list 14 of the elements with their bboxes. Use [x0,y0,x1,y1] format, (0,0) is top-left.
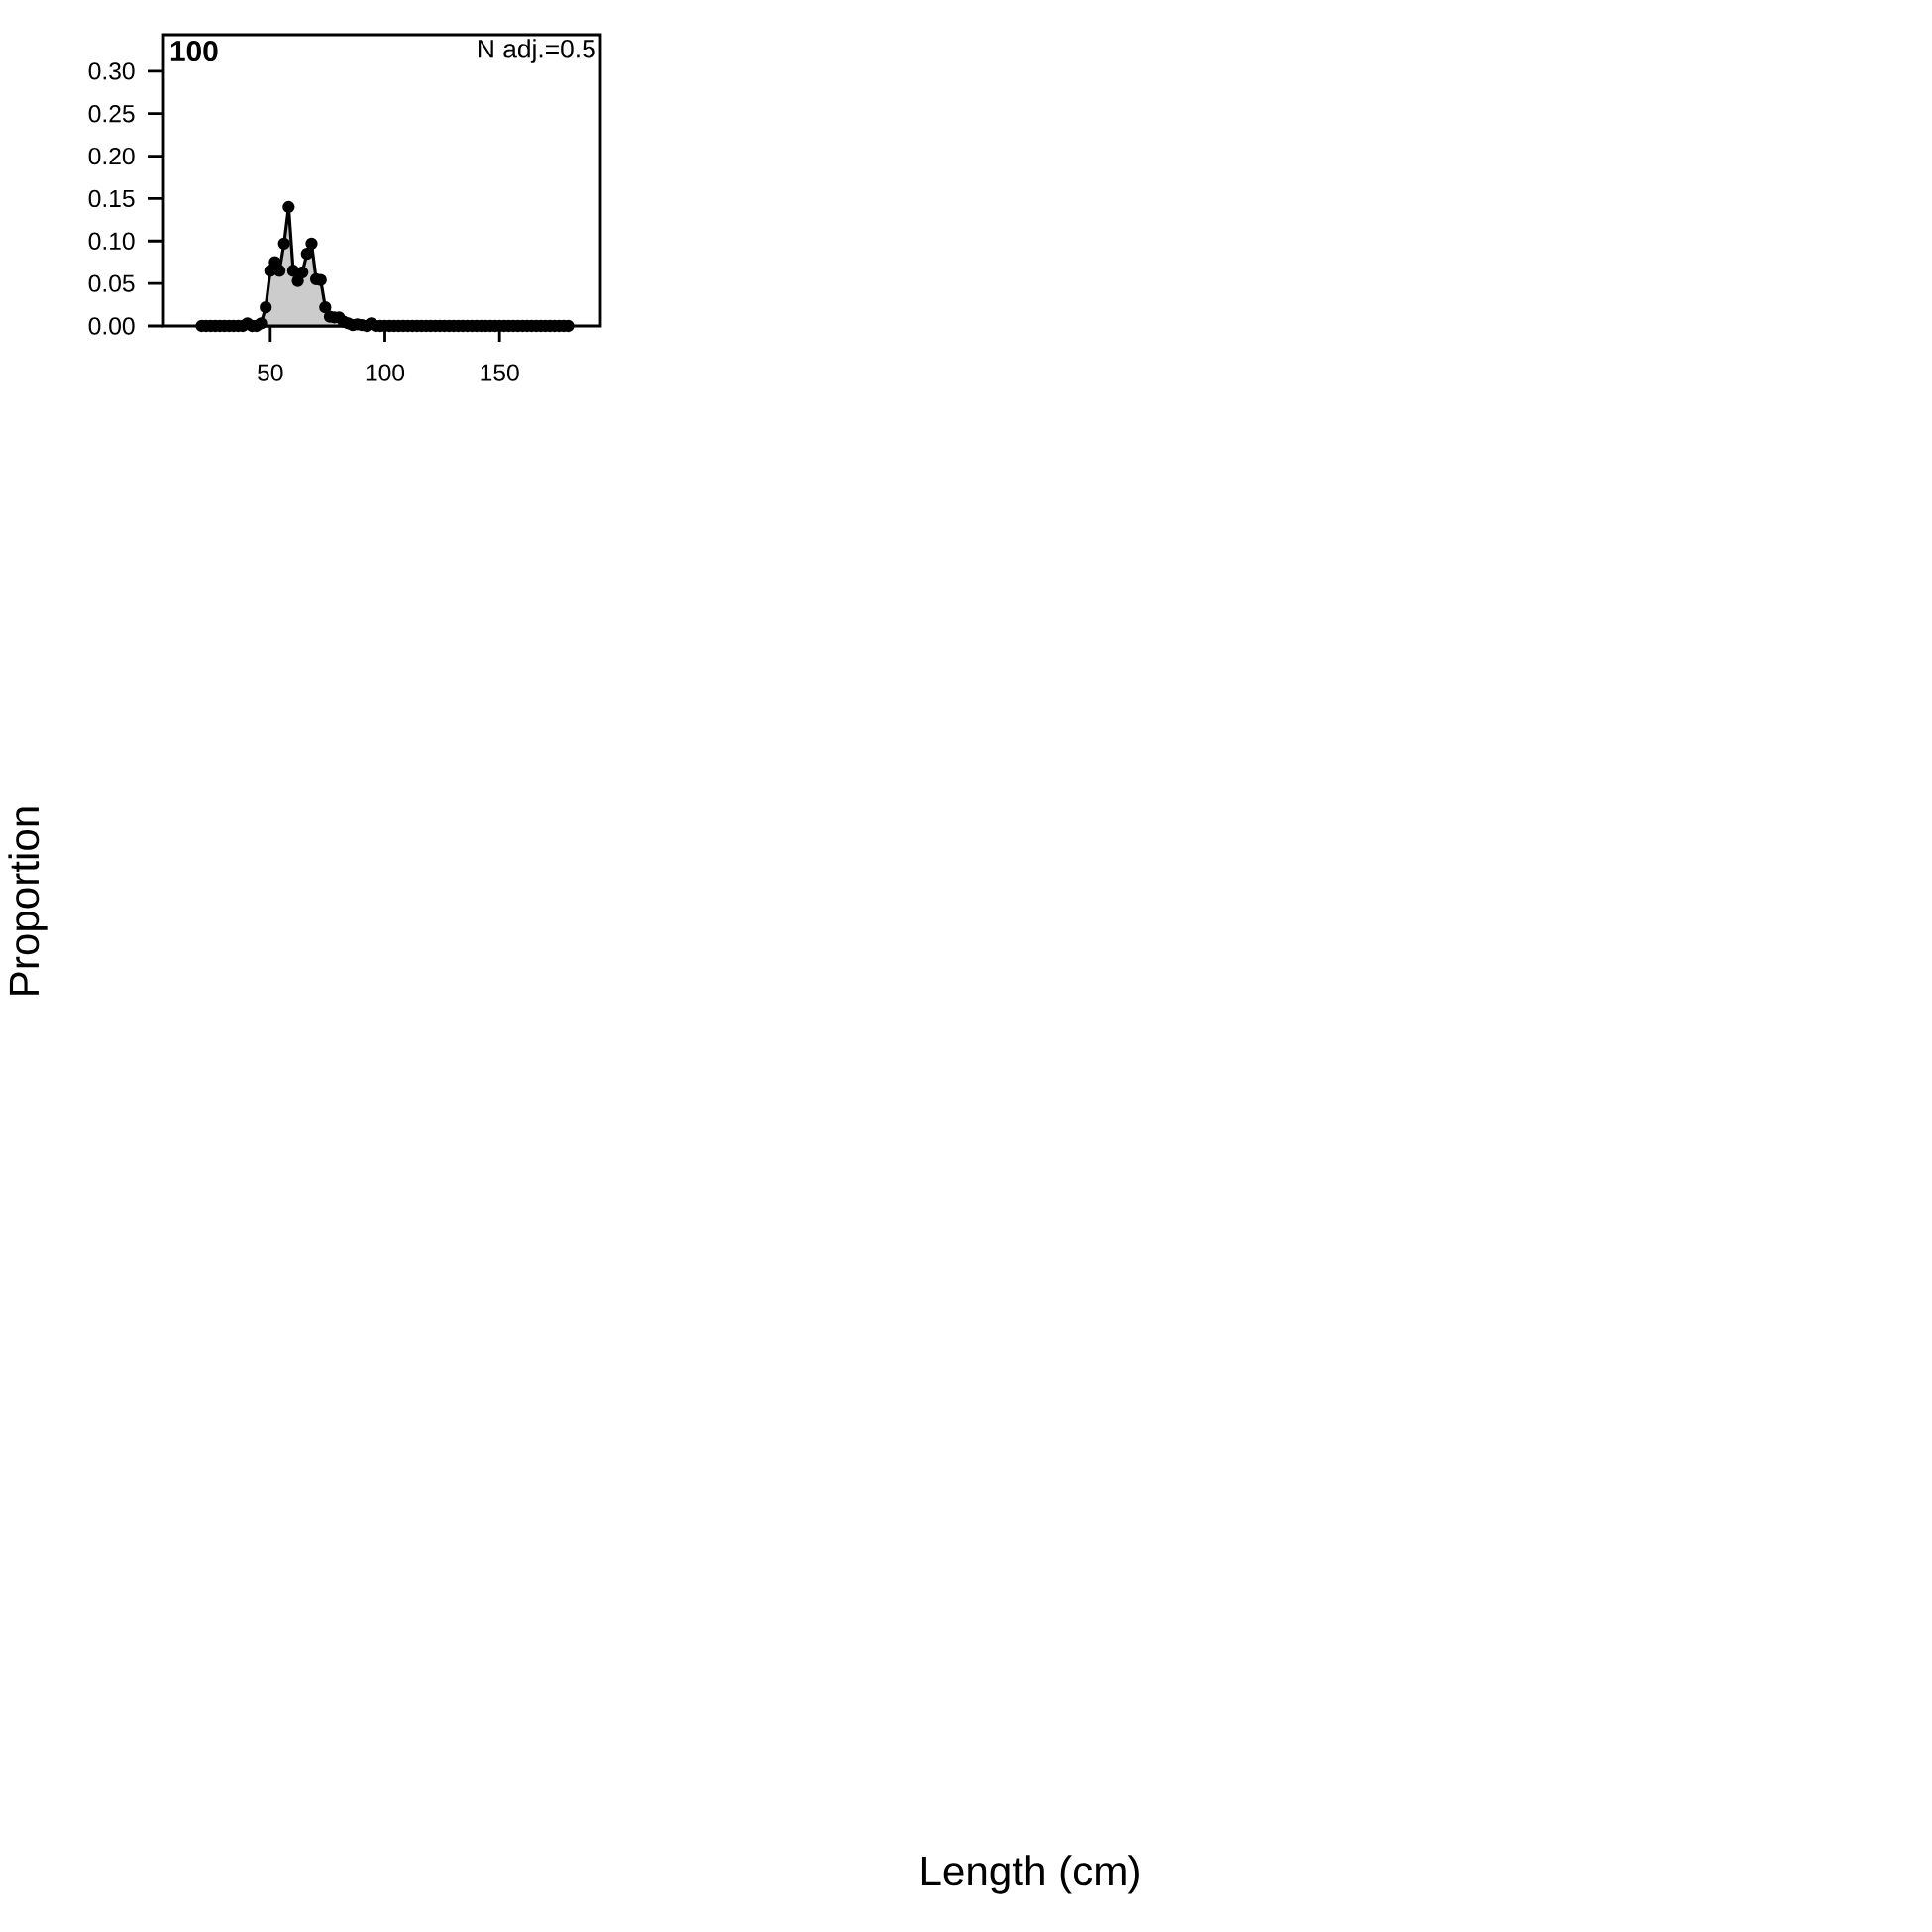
y-tick-label: 0.25 [88,105,135,123]
chart-title: 100 [170,40,218,62]
y-tick-label: 0.30 [88,62,135,80]
annotation: N adj.=0.5 [479,39,595,63]
text: Length (cm) [921,1855,1139,1894]
x-tick-label: 150 [481,364,519,381]
text: Proportion [8,807,48,995]
y-tick-label: 0.05 [88,274,135,292]
y-tick-label: 0.15 [88,189,135,208]
y-tick-label: 0.10 [88,232,135,250]
y-tick-label: 0.20 [88,147,135,165]
x-tick-label: 50 [258,364,283,381]
x-tick-label: 100 [366,364,405,381]
y-tick-label: 0.00 [88,317,135,335]
